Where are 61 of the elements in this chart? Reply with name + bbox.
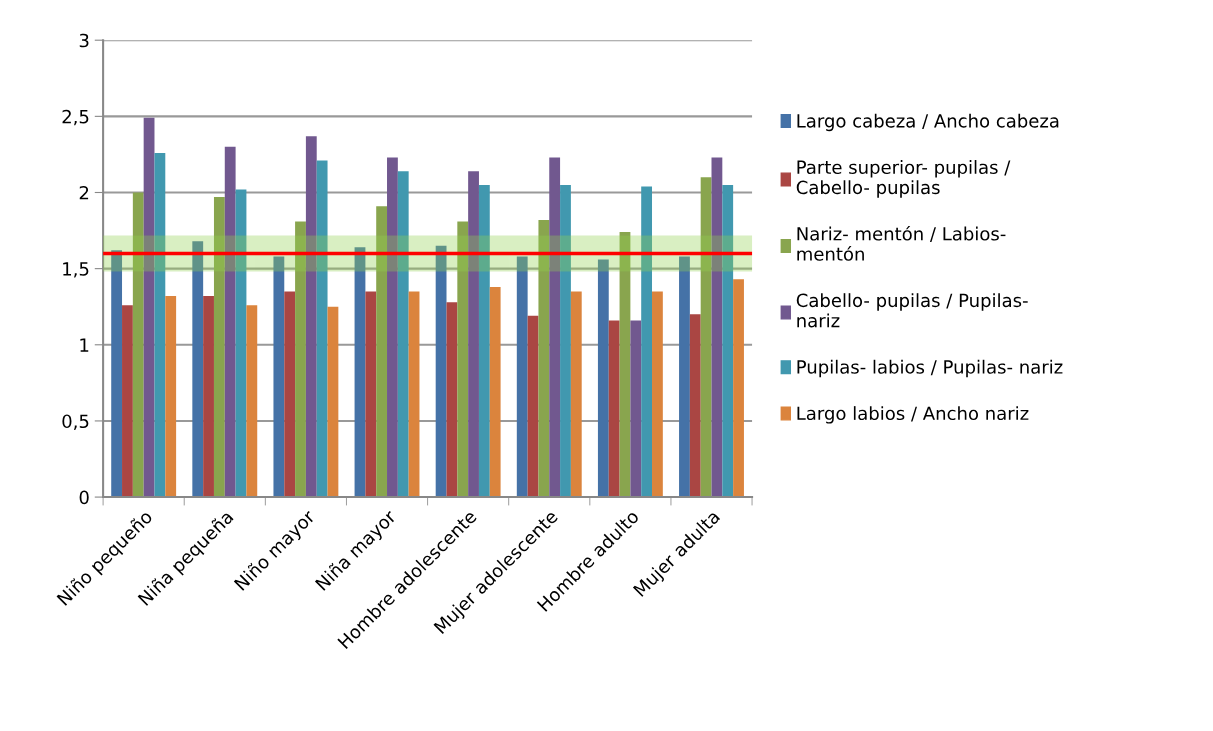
bar — [560, 184, 571, 498]
bar — [597, 259, 609, 498]
y-tick-label: 0 — [79, 490, 89, 505]
bar — [284, 291, 296, 498]
y-tick-label: 2 — [79, 185, 89, 200]
bar — [641, 186, 653, 498]
bar — [154, 152, 166, 498]
bar — [435, 245, 447, 498]
bar — [316, 160, 328, 498]
bar — [446, 302, 458, 498]
bar — [354, 247, 366, 498]
bar — [397, 171, 409, 498]
bar — [122, 305, 133, 498]
legend-label: Nariz- mentón / Labios- mentón — [797, 225, 1006, 261]
bar — [213, 197, 225, 498]
bar — [679, 256, 690, 498]
bar — [538, 219, 550, 498]
bar — [468, 171, 479, 498]
bar — [246, 305, 258, 498]
bar — [570, 291, 582, 498]
bar — [608, 320, 620, 498]
bar — [516, 256, 528, 498]
bar — [711, 157, 723, 498]
bar — [527, 315, 539, 498]
bar — [489, 286, 501, 498]
bar — [387, 157, 398, 498]
bar — [273, 256, 285, 498]
bar — [132, 192, 144, 498]
y-tick-label: 1,5 — [63, 262, 89, 278]
bar — [408, 291, 420, 498]
bar — [192, 241, 204, 498]
bar — [652, 291, 663, 498]
bar — [143, 117, 155, 498]
bar — [733, 279, 744, 498]
y-tick-label: 0,5 — [62, 414, 89, 430]
legend-label: Pupilas- labios / Pupilas- nariz — [797, 359, 1063, 378]
y-tick-label: 1 — [80, 338, 89, 352]
bar — [327, 306, 339, 498]
legend-label: Largo labios / Ancho nariz — [797, 406, 1029, 424]
bar — [630, 320, 642, 498]
bar — [689, 314, 701, 498]
bar — [235, 189, 247, 498]
bar — [365, 291, 377, 498]
legend-label: Largo cabeza / Ancho cabeza — [797, 113, 1059, 132]
bar — [376, 206, 388, 498]
bar — [165, 296, 177, 498]
bar — [700, 177, 712, 498]
bar — [478, 184, 490, 498]
y-tick-label: 2,5 — [62, 109, 89, 126]
bar — [457, 221, 469, 498]
bar — [305, 136, 317, 498]
bar — [619, 232, 631, 498]
bar — [111, 250, 123, 498]
bar — [224, 146, 236, 498]
legend-label: Parte superior- pupilas / Cabello- pupilas — [796, 160, 1011, 198]
bar — [295, 221, 306, 498]
bar — [549, 157, 561, 498]
bar — [203, 296, 214, 498]
bar — [722, 184, 734, 498]
legend-label: Cabello- pupilas / Pupilas- nariz — [796, 293, 1028, 328]
y-tick-label: 3 — [79, 33, 89, 48]
